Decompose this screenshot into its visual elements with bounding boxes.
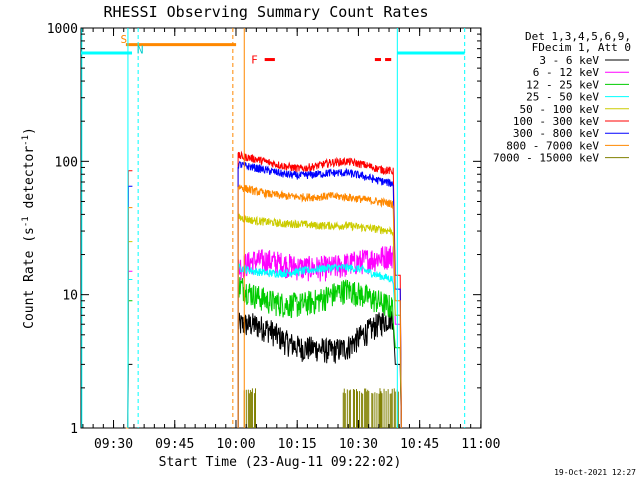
annotation-s: S (121, 33, 128, 46)
y-tick-label: 100 (55, 155, 78, 170)
series-line-50-100-orbit1 (125, 241, 133, 429)
x-tick-label: 10:00 (216, 437, 255, 452)
series-line-3-6-orbit2 (237, 307, 402, 429)
legend-header-line-1: Det 1,3,4,5,6,9, (525, 30, 631, 43)
series-7000-15000 (243, 388, 399, 428)
x-tick-label: 09:45 (155, 437, 194, 452)
footer-date: 19-Oct-2021 12:27 (554, 468, 636, 477)
series-line-25-50-orbit2 (237, 263, 402, 429)
series-line-6-12-orbit1 (125, 270, 133, 429)
series-50-100 (125, 213, 402, 429)
x-tick-label: 10:45 (400, 437, 439, 452)
x-tick-label: 11:00 (461, 437, 500, 452)
legend-header-line-2: FDecim 1, Att 0 (532, 41, 631, 54)
legend-label: 6 - 12 keV (533, 66, 600, 79)
y-axis-label: Count Rate (s-1 detector-1) (21, 127, 37, 329)
annotation-f: F (251, 54, 258, 67)
series-line-100-300-orbit2 (237, 150, 402, 429)
legend-label: 800 - 7000 keV (506, 139, 599, 152)
axis-layer: 09:30 09:45 10:00 10:15 10:30 10:45 11:00 1 10 10… (47, 22, 501, 452)
y-tick-label: 10 (62, 289, 78, 304)
series-12-25 (125, 277, 402, 429)
series-line-12-25-orbit2 (237, 277, 402, 429)
series-line-300-800-orbit1 (125, 185, 133, 429)
legend-label: 7000 - 15000 keV (493, 152, 599, 165)
x-tick-label: 10:15 (278, 437, 317, 452)
series-line-3-6-orbit1 (125, 363, 133, 429)
legend-label: 3 - 6 keV (539, 54, 599, 67)
series-line-300-800-orbit2 (237, 160, 402, 429)
legend-label: 100 - 300 keV (513, 115, 599, 128)
plot-frame (80, 27, 482, 429)
y-tick-label: 1000 (47, 22, 78, 37)
series-line-800-7000-orbit2 (237, 184, 402, 429)
series-line-25-50-orbit1 (125, 279, 133, 429)
series-line-50-100-orbit2 (237, 213, 402, 429)
chart-title: RHESSI Observing Summary Count Rates (103, 3, 428, 21)
data-layer: SN F (81, 28, 466, 429)
series-line-800-7000-orbit1 (125, 207, 133, 429)
annotation-n: N (137, 43, 144, 56)
series-line-6-12-orbit2 (237, 245, 402, 429)
x-tick-label: 09:30 (94, 437, 133, 452)
series-line-100-300-orbit1 (125, 170, 133, 429)
legend-label: 25 - 50 keV (526, 91, 599, 104)
legend-label: 50 - 100 keV (520, 103, 600, 116)
legend: Det 1,3,4,5,6,9, FDecim 1, Att 0 3 - 6 k… (493, 30, 631, 165)
x-axis-label: Start Time (23-Aug-11 09:22:02) (159, 455, 402, 470)
x-tick-label: 10:30 (339, 437, 378, 452)
legend-label: 300 - 800 keV (513, 127, 599, 140)
y-tick-label: 1 (70, 422, 78, 437)
legend-label: 12 - 25 keV (526, 78, 599, 91)
series-3-6 (125, 307, 402, 429)
